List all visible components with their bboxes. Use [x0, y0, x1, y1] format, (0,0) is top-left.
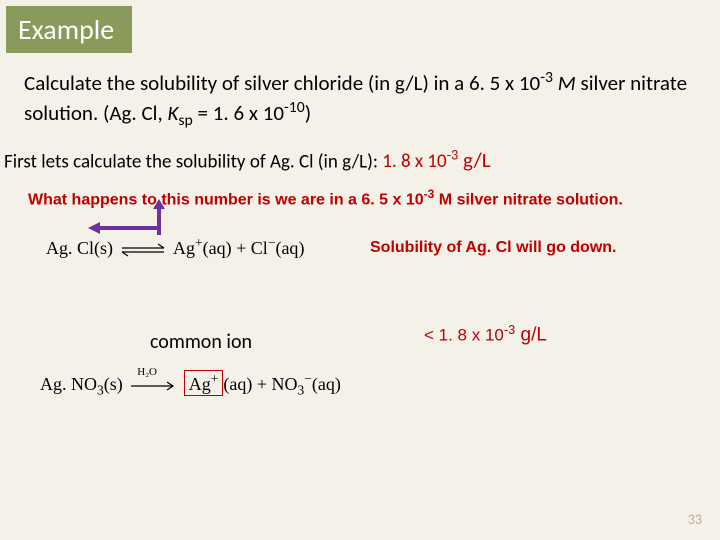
equilibrium-arrow-icon: [118, 242, 170, 258]
reaction-arrow-icon: H₂O: [127, 378, 179, 394]
h2o-label: H₂O: [137, 366, 157, 378]
whappens-b: M silver nitrate solution.: [434, 191, 622, 208]
answer-1: 1. 8 x 10-3 g/L: [382, 150, 490, 173]
equation-2: Ag. NO3(s) H₂O Ag+ (aq) + NO3−(aq): [40, 370, 341, 399]
ans1-exp: -3: [447, 146, 459, 164]
solubility-down-text: Solubility of Ag. Cl will go down.: [370, 239, 617, 257]
ag-plus-boxed: Ag+: [184, 370, 224, 396]
problem-K: K: [167, 100, 178, 126]
lt-val: < 1. 8 x 10: [424, 326, 504, 345]
problem-exp-1: -3: [540, 68, 553, 87]
problem-statement: Calculate the solubility of silver chlor…: [0, 53, 720, 140]
what-happens-line: What happens to this number is we are in…: [0, 173, 720, 209]
eq2-ag: Ag: [189, 374, 211, 394]
first-calc-line: First lets calculate the solubility of A…: [0, 140, 720, 173]
eq2-s: s: [110, 374, 117, 394]
problem-sp: sp: [178, 112, 192, 131]
eq1-plus: +: [195, 235, 203, 250]
eq2-aq1: aq: [229, 374, 246, 394]
eq1-aq2: aq: [281, 238, 298, 258]
eq1-agcl: Ag. Cl(: [46, 238, 100, 258]
eq2-no3: ) + NO: [246, 374, 297, 394]
slide-number: 33: [688, 511, 702, 528]
eq1-s: s: [100, 238, 107, 258]
problem-end: ): [305, 100, 311, 126]
eq1-mid: ) + Cl: [226, 238, 268, 258]
eq1-aq1: aq: [209, 238, 226, 258]
common-ion-label: common ion: [150, 330, 252, 354]
ans1-val: 1. 8 x 10: [382, 150, 446, 173]
eq2-minus: −: [304, 371, 312, 386]
lt-exp: -3: [504, 322, 515, 337]
eq1-minus: −: [268, 235, 276, 250]
equation-row-1: Ag. Cl(s) Ag+(aq) + Cl−(aq) Solubility o…: [0, 221, 720, 269]
problem-eq: = 1. 6 x 10: [193, 100, 284, 126]
less-than-answer: < 1. 8 x 10-3 g/L: [424, 322, 547, 347]
arrow-left-icon: [88, 221, 158, 235]
example-badge: Example: [6, 6, 132, 53]
problem-M: M: [558, 70, 576, 96]
eq2-agno3: Ag. NO: [40, 374, 97, 394]
ans1-unit: g/L: [458, 147, 490, 173]
problem-text-1: Calculate the solubility of silver chlor…: [24, 70, 540, 96]
first-calc-text: First lets calculate the solubility of A…: [4, 150, 382, 173]
eq2-3: 3: [97, 383, 104, 398]
problem-exp-2: -10: [284, 98, 305, 117]
eq1-ag: Ag: [173, 238, 195, 258]
lt-unit: g/L: [515, 325, 547, 346]
whappens-a: What happens to this number is we are in…: [28, 191, 424, 208]
eq1-paren: ): [107, 238, 113, 258]
whappens-exp: -3: [424, 187, 435, 201]
eq2-aq2: aq: [318, 374, 335, 394]
eq2-plus: +: [211, 371, 219, 386]
equation-1: Ag. Cl(s) Ag+(aq) + Cl−(aq): [46, 235, 304, 259]
